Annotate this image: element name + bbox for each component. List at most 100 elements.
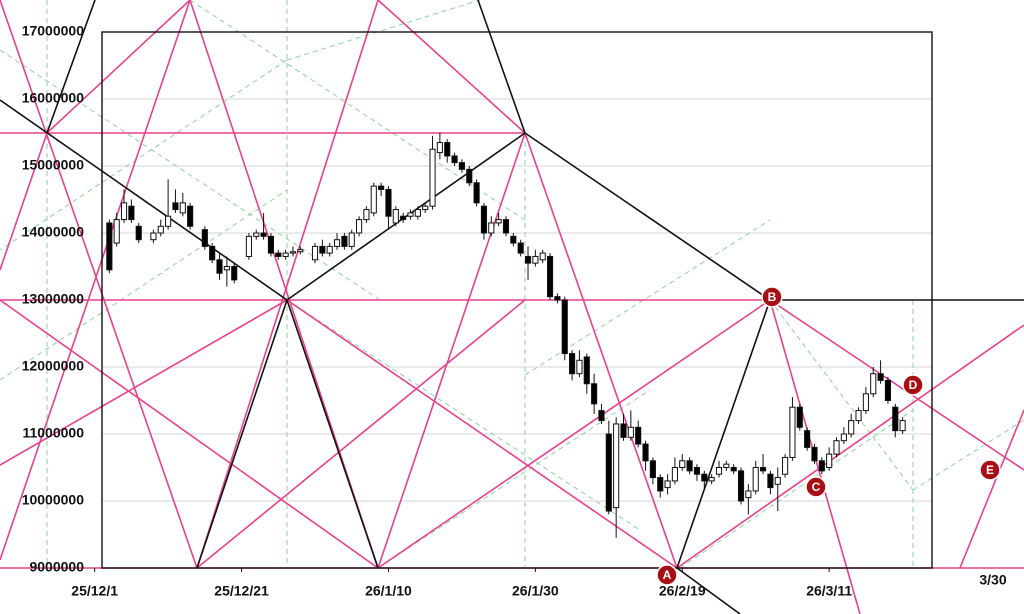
candle-body (613, 423, 620, 509)
candle-body (216, 259, 223, 274)
candle-body (767, 473, 774, 489)
candle-body (679, 460, 686, 468)
point-a: A (656, 564, 678, 586)
candle-body (884, 379, 891, 401)
candle-body (333, 239, 341, 247)
point-label: C (812, 480, 821, 494)
y-tick-label: 11000000 (22, 425, 84, 441)
candle-body (172, 202, 179, 211)
candle-body (289, 251, 297, 254)
candle-body (804, 430, 811, 448)
candle-body (311, 245, 319, 261)
candle-body (524, 255, 532, 264)
candle-body (899, 420, 906, 432)
y-tick-label: 16000000 (22, 90, 85, 106)
candle-body (818, 460, 825, 472)
candle-body (502, 219, 510, 234)
candle-body (671, 467, 678, 482)
candle-body (297, 249, 304, 253)
candle-body (693, 467, 701, 475)
candle-body (627, 426, 634, 438)
point-label: A (663, 568, 672, 582)
candle-body (436, 142, 443, 154)
candle-body (730, 467, 737, 472)
candle-body (341, 235, 348, 247)
y-tick-label: 12000000 (22, 358, 85, 374)
candle-body (260, 232, 267, 237)
candle-body (282, 252, 289, 257)
candle-body (385, 188, 392, 217)
candle-body (892, 406, 899, 432)
candle-body (708, 477, 715, 482)
candle-body (135, 225, 142, 241)
candle-body (444, 142, 451, 157)
candle-body (400, 215, 407, 221)
candle-body (532, 255, 539, 264)
point-b: B (761, 286, 783, 308)
y-tick-label: 17000000 (22, 23, 85, 39)
point-c: C (805, 476, 827, 498)
candle-body (752, 467, 759, 492)
x-tick-label: 25/12/1 (71, 583, 118, 599)
candle-body (319, 245, 326, 254)
axis-labels: 9000000 10000000 11000000 12000000 13000000 1… (22, 23, 853, 599)
candle-body (480, 205, 488, 234)
candle-body (569, 353, 576, 375)
candle-body (245, 235, 252, 257)
candle-body (356, 219, 363, 234)
candle-body (657, 477, 664, 492)
candle-body (833, 440, 840, 455)
candles (106, 132, 906, 538)
candle-body (517, 242, 524, 254)
candle-body (348, 232, 355, 247)
end-label: 3/30 (979, 572, 1006, 588)
y-tick-label: 13000000 (22, 291, 85, 307)
y-tick-label: 15000000 (22, 157, 85, 173)
candle-body (473, 182, 480, 204)
candle-body (407, 212, 414, 217)
candle-body (150, 232, 157, 241)
candle-body (737, 470, 745, 502)
x-tick-label: 26/2/19 (659, 583, 706, 599)
candle-body (267, 235, 275, 254)
x-tick-label: 25/12/21 (214, 583, 269, 599)
candle-body (561, 299, 568, 355)
candle-body (201, 229, 208, 247)
y-tick-label: 9000000 (29, 559, 84, 575)
candle-body (451, 155, 458, 164)
candle-body (642, 443, 649, 462)
candle-body (591, 383, 598, 405)
candle-body (576, 359, 583, 375)
candle-body (392, 209, 399, 224)
candle-body (326, 245, 333, 254)
candle-body (826, 453, 833, 469)
candle-body (429, 148, 436, 207)
candle-body (840, 433, 847, 442)
candle-body (546, 255, 554, 298)
candle-body (782, 456, 789, 475)
candle-body (510, 235, 517, 244)
point-e: E (979, 459, 1001, 481)
y-tick-label: 10000000 (22, 492, 85, 508)
candle-body (488, 222, 495, 234)
candle-body (458, 162, 465, 170)
point-label: B (768, 290, 777, 304)
candle-body (179, 202, 186, 214)
overlay-guides (0, 0, 1024, 569)
candle-body (701, 473, 708, 482)
candle-body (877, 373, 884, 381)
candle-body (378, 185, 385, 190)
point-label: E (986, 463, 994, 477)
x-tick-label: 26/1/30 (512, 583, 559, 599)
candle-body (539, 252, 546, 261)
y-tick-label: 14000000 (22, 224, 85, 240)
candle-body (466, 168, 473, 184)
candle-body (583, 356, 590, 385)
candle-body (209, 245, 216, 261)
end-label-box (962, 570, 1024, 592)
candle-body (759, 467, 767, 472)
point-label: D (909, 378, 918, 392)
candle-body (855, 410, 862, 422)
